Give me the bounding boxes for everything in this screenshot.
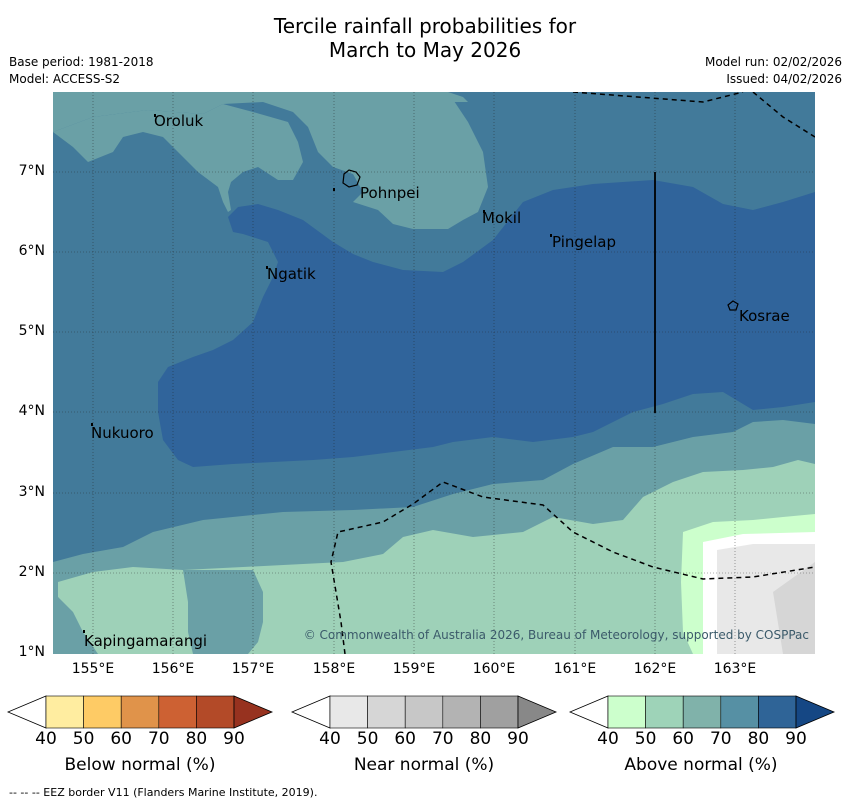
- colorbar-tick-label: 70: [147, 729, 170, 749]
- x-tick: 162°E: [633, 661, 677, 677]
- colorbar-tick-label: 80: [747, 729, 770, 749]
- colorbar-extend-low: [6, 695, 47, 729]
- pohnpei-island-shape: [342, 169, 361, 188]
- y-tick: 3°N: [18, 484, 45, 500]
- colorbar-tick-label: 40: [35, 729, 57, 749]
- colorbar-tick-label: 40: [597, 729, 619, 749]
- colorbar-near: [290, 695, 558, 729]
- copyright-notice: © Commonwealth of Australia 2026, Bureau…: [303, 628, 809, 642]
- base-period: Base period: 1981-2018: [9, 55, 154, 69]
- colorbar-segment: [329, 695, 368, 729]
- x-tick: 156°E: [151, 661, 195, 677]
- footer-legend: -- -- -- EEZ border V11 (Flanders Marine…: [9, 786, 318, 799]
- colorbar-above: [568, 695, 836, 729]
- y-tick: 1°N: [18, 644, 45, 660]
- colorbar-segment: [404, 695, 444, 729]
- colorbar-below: [6, 695, 274, 729]
- colorbar-label-near: Near normal (%): [353, 755, 495, 775]
- region-60-70-islet: [391, 128, 403, 135]
- colorbar-segment: [196, 695, 235, 729]
- colorbar-extend-low: [568, 695, 609, 729]
- colorbar-segment: [45, 695, 84, 729]
- atoll-markers: [83, 114, 552, 633]
- issued-date: Issued: 04/02/2026: [726, 72, 842, 86]
- colorbar-tick-label: 50: [356, 729, 379, 749]
- colorbar-extend-low: [290, 695, 331, 729]
- x-tick: 155°E: [71, 661, 115, 677]
- colorbar-segment: [367, 695, 406, 729]
- x-tick: 157°E: [231, 661, 275, 677]
- colorbar-segment: [120, 695, 160, 729]
- colorbar-tick-label: 90: [223, 729, 245, 749]
- eez-borders: [330, 92, 815, 654]
- colorbar-extend-high: [517, 695, 558, 729]
- colorbar-tick-label: 60: [672, 729, 694, 749]
- kosrae-island-shape: [727, 300, 739, 311]
- colorbar-segment: [83, 695, 122, 729]
- x-tick: 158°E: [312, 661, 356, 677]
- y-tick: 5°N: [18, 323, 45, 339]
- title-line-1: Tercile rainfall probabilities for: [273, 14, 577, 38]
- colorbar-extend-high: [233, 695, 274, 729]
- colorbar-tick-label: 60: [110, 729, 132, 749]
- y-tick: 7°N: [18, 163, 45, 179]
- place-kosrae: Kosrae: [739, 307, 790, 325]
- x-tick: 161°E: [553, 661, 597, 677]
- colorbar-tick-label: 80: [469, 729, 492, 749]
- region-60-70-s: [183, 570, 263, 654]
- colorbar-tick-label: 50: [634, 729, 657, 749]
- colorbar-segment: [442, 695, 481, 729]
- place-nukuoro: Nukuoro: [91, 424, 154, 442]
- map-title: Tercile rainfall probabilities for March…: [0, 14, 850, 62]
- colorbar-segment: [480, 695, 519, 729]
- place-kapingamarangi: Kapingamarangi: [84, 632, 208, 650]
- colorbar-tick-label: 90: [507, 729, 529, 749]
- model-run: Model run: 02/02/2026: [704, 55, 842, 69]
- map-panel: Oroluk Pohnpei Mokil Pingelap Ngatik Kos…: [53, 92, 815, 654]
- region-near-50-60: [773, 562, 815, 654]
- colorbars: [6, 695, 836, 729]
- x-tick: 163°E: [713, 661, 757, 677]
- title-line-2: March to May 2026: [328, 38, 522, 62]
- region-60-70-sw: [53, 592, 88, 654]
- colorbar-tick-label: 90: [785, 729, 807, 749]
- colorbar-label-below: Below normal (%): [64, 755, 216, 775]
- colorbar-segment: [607, 695, 646, 729]
- colorbar-segment: [158, 695, 197, 729]
- x-tick: 160°E: [472, 661, 516, 677]
- y-tick: 6°N: [18, 243, 45, 259]
- region-60-70-north-2: [53, 92, 468, 102]
- region-60-70-west: [53, 104, 303, 212]
- colorbar-tick-label: 70: [431, 729, 454, 749]
- x-tick: 159°E: [392, 661, 436, 677]
- meta-left: Base period: 1981-2018 Model: ACCESS-S2: [9, 54, 154, 88]
- place-oroluk: Oroluk: [154, 112, 204, 130]
- y-tick: 4°N: [18, 403, 45, 419]
- colorbar-tick-label: 50: [72, 729, 95, 749]
- colorbar-tick-label: 40: [319, 729, 341, 749]
- colorbar-segment: [720, 695, 759, 729]
- place-ngatik: Ngatik: [267, 265, 316, 283]
- meta-right: Model run: 02/02/2026 Issued: 04/02/2026: [705, 54, 842, 88]
- colorbar-extend-high: [795, 695, 836, 729]
- colorbar-segment: [758, 695, 797, 729]
- colorbar-segment: [682, 695, 722, 729]
- colorbar-label-above: Above normal (%): [624, 755, 778, 775]
- region-60-70-north: [53, 92, 488, 229]
- y-tick: 2°N: [18, 564, 45, 580]
- place-pohnpei: Pohnpei: [360, 184, 420, 202]
- colorbar-segment: [645, 695, 684, 729]
- map-svg: [53, 92, 815, 654]
- colorbar-tick-label: 70: [709, 729, 732, 749]
- colorbar-tick-label: 60: [394, 729, 416, 749]
- place-mokil: Mokil: [482, 209, 522, 227]
- colorbar-tick-label: 80: [185, 729, 208, 749]
- place-pingelap: Pingelap: [552, 233, 617, 251]
- model-name: Model: ACCESS-S2: [9, 72, 121, 86]
